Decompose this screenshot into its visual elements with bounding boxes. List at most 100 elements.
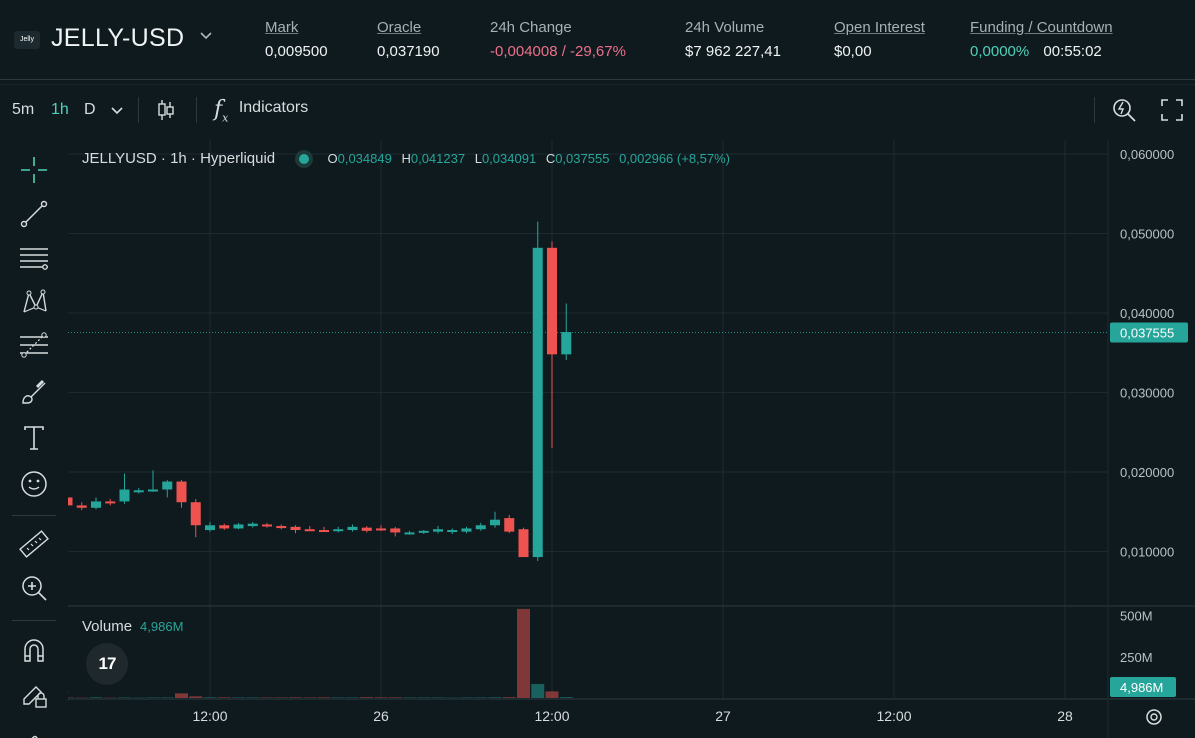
trend-line-icon[interactable]: [18, 198, 50, 230]
pattern-icon[interactable]: [18, 286, 50, 318]
emoji-icon[interactable]: [18, 468, 50, 500]
volume-bar: [317, 697, 331, 698]
volume-bar: [189, 696, 203, 698]
volume-bar: [203, 697, 217, 698]
status-dot-icon: [299, 154, 310, 164]
zoom-in-icon[interactable]: [18, 572, 50, 604]
funding-countdown: 00:55:02: [1043, 43, 1102, 60]
volume-legend-value: 4,986M: [140, 619, 184, 634]
time-tick-label: 12:00: [534, 708, 569, 724]
last-price-tag: [1110, 322, 1188, 343]
candle-body: [447, 530, 458, 533]
volume-bar: [289, 697, 302, 698]
change-value: 0,002966 (+8,57%): [619, 151, 731, 166]
quick-search-icon[interactable]: [1111, 97, 1137, 128]
brush-icon[interactable]: [18, 376, 50, 408]
oracle-stat[interactable]: Oracle 0,037190: [377, 19, 440, 60]
settings-gear-icon[interactable]: [1146, 709, 1162, 725]
close-value: 0,037555: [555, 151, 610, 166]
candle-body: [133, 490, 144, 493]
candle-body: [76, 505, 87, 508]
chart-legend: JELLYUSD · 1h · Hyperliquid O0,034849 H0…: [82, 150, 736, 167]
candle-body: [361, 527, 372, 531]
fib-levels-icon[interactable]: [18, 330, 50, 362]
volume-legend: Volume 4,986M: [82, 618, 183, 635]
gear-outer: [1146, 709, 1162, 725]
candle-body: [190, 502, 201, 526]
volume-bar: [517, 608, 530, 698]
candle-body: [347, 526, 358, 531]
volume-bar: [217, 697, 231, 698]
price-tick-label: 0,040000: [1120, 306, 1174, 321]
lock-draw-icon[interactable]: [18, 678, 50, 710]
time-tick-label: 28: [1057, 708, 1073, 724]
price-tick-label: 0,050000: [1120, 227, 1174, 242]
candle-body: [91, 501, 101, 508]
candle-body: [219, 525, 230, 529]
open-interest-value: $0,00: [834, 43, 872, 60]
legend-ohlc: O0,034849 H0,041237 L0,034091 C0,037555 …: [327, 151, 736, 166]
candle-body: [304, 529, 315, 532]
horizontal-lines-icon[interactable]: [18, 242, 50, 274]
oracle-value: 0,037190: [377, 43, 440, 60]
interval-1h[interactable]: 1h: [51, 101, 69, 118]
candle-body: [390, 528, 401, 533]
mark-label[interactable]: Mark: [265, 19, 299, 36]
interval-5m[interactable]: 5m: [12, 101, 35, 118]
pair-selector[interactable]: JELLY-USD: [51, 24, 185, 52]
open-value: 0,034849: [337, 151, 392, 166]
magnet-icon[interactable]: [18, 634, 50, 666]
candle-body: [333, 529, 344, 532]
change-stat: 24h Change -0,004008 / -29,67%: [490, 19, 626, 60]
chevron-down-icon[interactable]: [199, 30, 213, 44]
ruler-icon[interactable]: [18, 528, 50, 560]
time-tick-label: 12:00: [192, 708, 227, 724]
chart-area[interactable]: 0,060000 0,050000 0,040000 0,030000 0,020000…: [68, 140, 1195, 738]
candle-body: [518, 529, 529, 558]
mark-stat[interactable]: Mark 0,009500: [265, 19, 328, 60]
tradingview-logo[interactable]: 17: [86, 643, 128, 685]
oracle-label[interactable]: Oracle: [377, 19, 422, 36]
candle-body: [247, 523, 258, 527]
volume-stat: 24h Volume $7 962 227,41: [685, 19, 781, 60]
last-price-label: 0,037555: [1120, 325, 1174, 340]
market-header: Jelly JELLY-USD Mark 0,009500 Oracle 0,0…: [0, 0, 1195, 80]
change-label: 24h Change: [490, 19, 572, 36]
low-value: 0,034091: [481, 151, 537, 166]
volume-label: 24h Volume: [685, 19, 765, 36]
candlestick-type-icon[interactable]: [156, 98, 176, 127]
text-tool-icon[interactable]: [18, 422, 50, 454]
more-tools-icon[interactable]: [18, 720, 50, 738]
price-chart[interactable]: 0,060000 0,050000 0,040000 0,030000 0,020000…: [68, 140, 1195, 738]
low-label: L: [474, 151, 482, 166]
drawing-toolbar: [0, 140, 68, 738]
candle-body: [504, 518, 515, 532]
candle-body: [176, 481, 187, 503]
volume-bar: [488, 697, 502, 698]
indicators-label: Indicators: [238, 99, 309, 116]
volume-bar: [502, 697, 516, 698]
toolbar-divider: [1094, 97, 1095, 123]
time-tick-label: 26: [373, 708, 389, 724]
function-icon: fx: [214, 97, 229, 125]
open-interest-stat[interactable]: Open Interest $0,00: [834, 19, 925, 60]
indicators-button[interactable]: fx Indicators: [214, 97, 308, 124]
candle-body: [418, 530, 429, 533]
funding-label[interactable]: Funding / Countdown: [970, 19, 1113, 36]
interval-chevron-down-icon[interactable]: [110, 103, 124, 121]
funding-value: 0,0000% 00:55:02: [970, 43, 1113, 60]
candle-body: [276, 526, 287, 529]
volume-bar: [175, 693, 188, 698]
interval-d[interactable]: D: [84, 101, 96, 118]
candle-body: [68, 497, 73, 506]
legend-title: JELLYUSD · 1h · Hyperliquid: [82, 150, 276, 167]
volume-bar: [374, 697, 388, 698]
open-interest-label[interactable]: Open Interest: [834, 19, 925, 36]
price-tick-label: 0,020000: [1120, 465, 1174, 480]
price-tick-label: 0,060000: [1120, 147, 1174, 162]
crosshair-icon[interactable]: [18, 154, 50, 186]
fullscreen-icon[interactable]: [1160, 98, 1184, 127]
volume-bar: [559, 697, 573, 698]
candle-body: [433, 529, 443, 532]
funding-stat[interactable]: Funding / Countdown 0,0000% 00:55:02: [970, 19, 1113, 60]
